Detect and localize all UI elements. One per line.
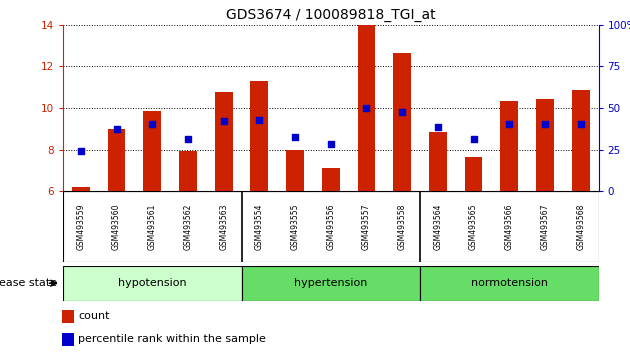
Text: GSM493560: GSM493560 (112, 203, 121, 250)
FancyBboxPatch shape (63, 266, 241, 301)
Bar (286, 149, 304, 191)
Text: GSM493561: GSM493561 (148, 203, 157, 250)
Point (576, 121, 586, 126)
Bar (322, 168, 340, 191)
FancyBboxPatch shape (420, 266, 598, 301)
Bar (143, 111, 161, 191)
Point (219, 119, 229, 124)
Text: GSM493554: GSM493554 (255, 203, 264, 250)
Point (540, 121, 550, 126)
FancyBboxPatch shape (241, 266, 420, 301)
Text: GSM493565: GSM493565 (469, 203, 478, 250)
Bar (62, 333, 74, 346)
Text: count: count (78, 312, 110, 321)
Text: GSM493556: GSM493556 (326, 203, 335, 250)
Point (112, 126, 122, 132)
Point (290, 134, 300, 140)
Text: GSM493557: GSM493557 (362, 203, 371, 250)
Text: percentile rank within the sample: percentile rank within the sample (78, 335, 266, 344)
Point (504, 121, 514, 126)
Text: GSM493564: GSM493564 (433, 203, 442, 250)
Point (76, 148, 86, 153)
Point (326, 142, 336, 147)
Point (433, 124, 443, 130)
Bar (465, 157, 483, 191)
Bar (536, 99, 554, 191)
Bar (108, 129, 125, 191)
Point (255, 118, 265, 123)
Text: GSM493558: GSM493558 (398, 203, 406, 250)
Point (183, 136, 193, 142)
Bar (72, 187, 90, 191)
Bar (215, 92, 232, 191)
Text: disease state: disease state (0, 278, 57, 288)
Bar (251, 81, 268, 191)
Bar (393, 53, 411, 191)
Bar (179, 150, 197, 191)
Text: GSM493568: GSM493568 (576, 203, 585, 250)
Text: GSM493567: GSM493567 (541, 203, 549, 250)
Title: GDS3674 / 100089818_TGI_at: GDS3674 / 100089818_TGI_at (226, 8, 435, 22)
Bar (62, 310, 74, 323)
Text: GSM493559: GSM493559 (76, 203, 85, 250)
Text: GSM493555: GSM493555 (290, 203, 299, 250)
Point (362, 105, 372, 111)
Point (397, 109, 407, 115)
Text: hypertension: hypertension (294, 278, 367, 288)
Bar (572, 90, 590, 191)
Text: GSM493562: GSM493562 (183, 203, 192, 250)
Bar (429, 132, 447, 191)
Point (147, 121, 158, 126)
Bar (358, 25, 375, 191)
Bar (500, 101, 518, 191)
Text: GSM493566: GSM493566 (505, 203, 513, 250)
Point (469, 136, 479, 142)
Text: hypotension: hypotension (118, 278, 186, 288)
Text: GSM493563: GSM493563 (219, 203, 228, 250)
Text: normotension: normotension (471, 278, 547, 288)
